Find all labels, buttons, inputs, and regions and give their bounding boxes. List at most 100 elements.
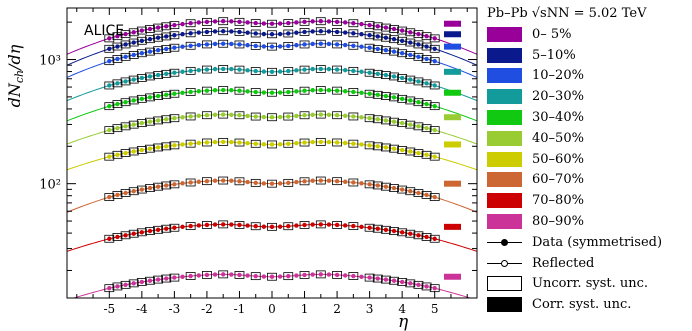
data-point — [212, 19, 218, 24]
data-point — [115, 33, 120, 39]
uncorr-syst-box — [389, 72, 399, 81]
data-point — [432, 154, 437, 159]
uncorr-syst-box — [397, 228, 408, 237]
data-point — [155, 47, 161, 53]
uncorr-syst-box — [429, 57, 440, 66]
data-point — [196, 179, 201, 184]
legend-swatch — [487, 110, 522, 126]
data-point — [269, 69, 275, 75]
uncorr-syst-box — [348, 41, 359, 50]
data-point — [351, 21, 356, 26]
uncorr-syst-box — [234, 177, 245, 186]
uncorr-syst-box — [120, 40, 131, 49]
uncorr-syst-box — [267, 67, 277, 76]
data-point — [220, 112, 226, 117]
y-tick-label: 10² — [39, 178, 61, 193]
uncorr-syst-box — [413, 77, 424, 86]
data-point — [318, 87, 324, 93]
uncorr-syst-box — [128, 96, 139, 105]
data-point — [139, 38, 145, 43]
data-point — [318, 139, 324, 145]
legend-label: 10–20% — [532, 68, 584, 84]
uncorr-syst-box — [380, 275, 391, 284]
uncorr-syst-box — [421, 233, 432, 241]
uncorr-syst-box — [299, 138, 310, 147]
legend-entry: 5–10% — [487, 45, 690, 66]
data-point — [294, 113, 299, 119]
data-point — [245, 89, 250, 94]
data-point — [237, 113, 242, 118]
uncorr-syst-box — [234, 40, 245, 49]
x-axis-label: η — [398, 312, 409, 331]
uncorr-syst-box — [128, 28, 139, 37]
uncorr-syst-box — [169, 114, 180, 123]
data-point — [277, 142, 283, 147]
uncorr-syst-box — [332, 27, 342, 36]
data-point — [123, 79, 128, 84]
data-point — [188, 89, 193, 95]
data-point — [253, 224, 258, 229]
data-point — [123, 150, 128, 156]
uncorr-syst-box — [421, 32, 432, 41]
data-point — [139, 75, 145, 81]
data-point — [294, 140, 299, 146]
data-point — [237, 67, 242, 72]
uncorr-syst-box — [267, 222, 277, 231]
uncorr-syst-box — [372, 69, 383, 78]
data-point — [391, 26, 397, 32]
uncorr-syst-box — [380, 71, 391, 79]
uncorr-syst-box — [372, 274, 383, 283]
data-point — [424, 44, 429, 49]
uncorr-syst-box — [250, 88, 261, 96]
data-point — [302, 179, 307, 184]
x-tick-label: -4 — [136, 302, 148, 316]
data-point — [383, 118, 389, 123]
data-point — [261, 44, 267, 49]
uncorr-syst-box — [299, 65, 310, 74]
uncorr-syst-box — [169, 141, 180, 150]
legend-entry: 40–50% — [487, 128, 690, 149]
data-point — [123, 233, 128, 238]
uncorr-syst-box — [267, 140, 277, 149]
data-point — [375, 144, 380, 149]
data-point — [294, 68, 299, 73]
uncorr-syst-box — [283, 112, 294, 121]
data-point — [155, 227, 161, 233]
data-point — [253, 114, 258, 119]
data-point — [286, 43, 291, 49]
uncorr-syst-box — [112, 124, 123, 133]
uncorr-syst-box — [389, 184, 399, 192]
uncorr-syst-box — [185, 19, 196, 28]
data-point — [326, 139, 332, 145]
uncorr-syst-box — [250, 178, 261, 187]
data-point — [310, 29, 315, 34]
uncorr-syst-box — [218, 137, 229, 146]
data-point — [229, 87, 234, 93]
data-point — [131, 231, 136, 236]
data-point — [375, 24, 380, 29]
data-point — [416, 54, 421, 60]
data-point — [131, 52, 136, 58]
data-point — [351, 31, 356, 36]
series-layer — [67, 17, 477, 298]
uncorr-syst-box — [250, 19, 261, 27]
uncorr-syst-box — [104, 57, 115, 66]
data-point — [115, 101, 120, 107]
uncorr-syst-box — [128, 38, 139, 47]
data-point — [139, 147, 145, 153]
data-point — [245, 30, 250, 35]
uncorr-syst-box — [372, 142, 383, 151]
data-point — [343, 67, 348, 73]
uncorr-syst-box — [413, 30, 424, 39]
uncorr-syst-box — [405, 75, 416, 84]
uncorr-syst-box — [169, 223, 180, 232]
uncorr-syst-box — [112, 55, 123, 63]
uncorr-syst-box — [283, 139, 294, 148]
data-point — [229, 112, 234, 117]
uncorr-syst-box — [128, 75, 139, 84]
data-point — [261, 274, 267, 279]
x-tick-label: -2 — [201, 302, 213, 316]
data-point — [212, 112, 218, 118]
data-point — [220, 29, 226, 34]
data-point — [147, 228, 153, 234]
